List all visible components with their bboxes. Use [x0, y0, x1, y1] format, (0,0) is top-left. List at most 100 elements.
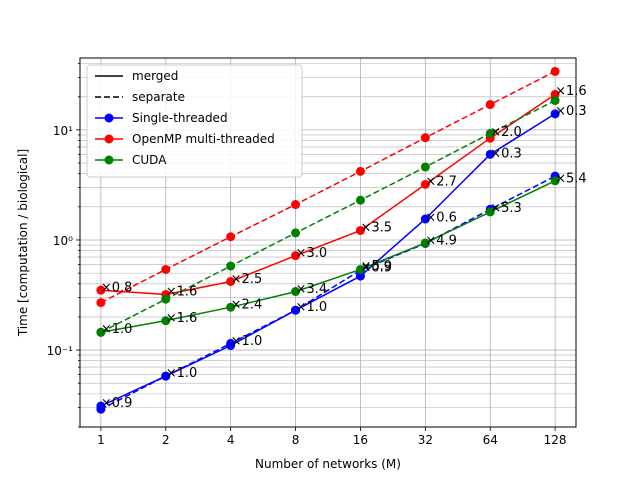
speedup-annotation: ×5.9	[360, 259, 392, 274]
speedup-annotation: ×3.5	[360, 220, 392, 235]
y-tick-label: 10⁰	[53, 234, 73, 248]
data-point	[420, 162, 430, 172]
speedup-annotation: ×1.0	[101, 322, 133, 337]
speedup-annotation: ×0.8	[101, 281, 133, 296]
data-point	[485, 207, 495, 217]
speedup-annotation: ×2.5	[231, 272, 263, 287]
x-tick-label: 32	[418, 433, 433, 447]
legend-label: Single-threaded	[132, 111, 228, 125]
speedup-annotation: ×0.6	[425, 211, 457, 226]
speedup-annotation: ×0.3	[490, 147, 522, 162]
x-tick-label: 8	[292, 433, 300, 447]
data-point	[291, 287, 301, 297]
data-point	[161, 264, 171, 274]
y-tick-label: 10¹	[53, 124, 73, 138]
grid	[80, 58, 576, 428]
data-point	[96, 404, 106, 414]
data-point	[355, 264, 365, 274]
speedup-annotation: ×5.3	[490, 201, 522, 216]
series-cuda-merged	[96, 176, 560, 337]
x-tick-label: 128	[544, 433, 567, 447]
data-point	[485, 128, 495, 138]
data-point	[291, 200, 301, 210]
speedup-annotation: ×3.4	[296, 282, 328, 297]
legend: merged separate Single-threaded OpenMP mult…	[86, 64, 303, 178]
data-point	[226, 232, 236, 242]
annotation-layer: ×0.9 ×1.0 ×1.0 ×1.0 ×0.9 ×0.6 ×0.3 ×0.3 ×0.8 ×1.6…	[101, 84, 587, 411]
speedup-annotation: ×2.4	[231, 297, 263, 312]
data-point	[550, 66, 560, 76]
legend-item: merged	[95, 69, 178, 83]
legend-label: separate	[132, 90, 185, 104]
data-point	[550, 109, 560, 119]
data-point	[420, 133, 430, 143]
x-tick-label: 1	[97, 433, 105, 447]
data-point	[226, 261, 236, 271]
x-tick-label: 2	[162, 433, 170, 447]
data-point	[420, 214, 430, 224]
speedup-annotation: ×1.0	[166, 366, 198, 381]
series-line	[100, 99, 556, 333]
data-point	[355, 225, 365, 235]
series-cuda-separate	[96, 95, 560, 337]
speedup-annotation: ×5.4	[555, 172, 587, 187]
legend-marker	[104, 155, 114, 165]
series-openmp-multi-threaded-separate	[96, 66, 560, 308]
x-axis-label: Number of networks (M)	[255, 457, 401, 471]
series-layer	[96, 66, 560, 414]
y-axis-label: Time [computation / biological]	[16, 149, 30, 337]
data-point	[226, 302, 236, 312]
series-line	[100, 175, 556, 410]
speedup-annotation: ×1.6	[555, 84, 587, 99]
data-point	[291, 251, 301, 261]
x-tick-label: 4	[227, 433, 235, 447]
data-point	[291, 305, 301, 315]
plot-frame	[79, 57, 577, 428]
legend-marker	[104, 134, 114, 144]
data-point	[161, 294, 171, 304]
series-openmp-multi-threaded-merged	[96, 89, 560, 299]
data-point	[485, 149, 495, 159]
data-point	[485, 100, 495, 110]
speedup-annotation: ×0.9	[101, 396, 133, 411]
data-point	[291, 228, 301, 238]
data-point	[96, 298, 106, 308]
speedup-annotation: ×1.6	[166, 285, 198, 300]
y-tick-label: 10⁻¹	[47, 344, 74, 358]
legend-item: CUDA	[95, 153, 167, 167]
x-tick-label: 64	[483, 433, 498, 447]
speedup-annotation: ×2.0	[490, 125, 522, 140]
speedup-annotation: ×2.7	[425, 174, 457, 189]
legend-marker	[104, 113, 114, 123]
speedup-annotation: ×3.0	[296, 246, 328, 261]
data-point	[96, 285, 106, 295]
data-point	[226, 338, 236, 348]
legend-label: merged	[132, 69, 178, 83]
legend-label: OpenMP multi-threaded	[132, 132, 275, 146]
data-point	[550, 95, 560, 105]
series-line	[100, 93, 556, 296]
series-line	[100, 180, 556, 334]
data-point	[355, 195, 365, 205]
data-point	[226, 276, 236, 286]
legend-item: Single-threaded	[95, 111, 228, 125]
data-point	[96, 327, 106, 337]
legend-item: OpenMP multi-threaded	[95, 132, 275, 146]
speedup-annotation: ×1.0	[296, 300, 328, 315]
data-point	[355, 166, 365, 176]
speedup-annotation: ×1.6	[166, 311, 198, 326]
axis-ticks: 1 2 4 8 16 32 64 128 10⁻¹ 10⁰ 10¹	[47, 63, 567, 447]
speedup-annotation: ×0.3	[555, 104, 587, 119]
speedup-annotation: ×0.9	[360, 261, 392, 276]
legend-box	[86, 64, 303, 178]
legend-item: separate	[95, 90, 185, 104]
series-line	[100, 70, 556, 304]
data-point	[420, 238, 430, 248]
data-point	[420, 179, 430, 189]
x-tick-label: 16	[353, 433, 368, 447]
data-point	[161, 371, 171, 381]
legend-label: CUDA	[132, 153, 167, 167]
speedup-annotation: ×1.0	[231, 334, 263, 349]
data-point	[161, 316, 171, 326]
